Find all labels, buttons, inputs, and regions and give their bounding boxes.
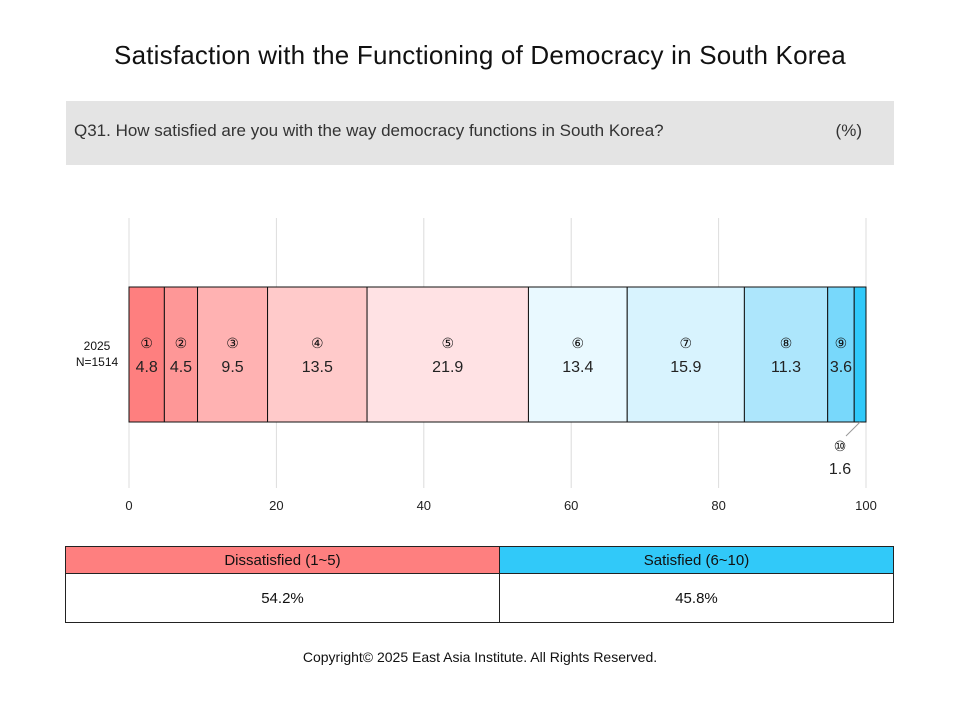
segment-value-9: 3.6 — [830, 359, 852, 376]
question-banner: Q31. How satisfied are you with the way … — [66, 101, 894, 165]
segment-value-6: 13.4 — [562, 359, 593, 376]
copyright-footer: Copyright© 2025 East Asia Institute. All… — [302, 649, 658, 665]
bar-segment-8 — [743, 286, 829, 423]
segment-value-3: 9.5 — [221, 359, 243, 376]
x-tick-label: 20 — [269, 498, 283, 513]
bar-segment-2 — [163, 286, 199, 423]
x-tick-label: 100 — [855, 498, 877, 513]
segment-number-6: ⑥ — [572, 335, 585, 351]
segment-value-1: 4.8 — [136, 359, 158, 376]
segment-value-2: 4.5 — [170, 359, 192, 376]
bar-segment-6 — [527, 286, 628, 423]
summary-table: Dissatisfied (1~5) Satisfied (6~10) 54.2… — [65, 546, 894, 623]
segment-number-2: ② — [175, 335, 188, 351]
bar-segment-7 — [626, 286, 745, 423]
dissatisfied-header: Dissatisfied (1~5) — [65, 546, 500, 574]
segment-number-7: ⑦ — [680, 335, 693, 351]
bar-segment-4 — [267, 286, 368, 423]
bar-segment-5 — [366, 286, 529, 423]
segment-value-5: 21.9 — [432, 359, 463, 376]
segment-value-10: 1.6 — [829, 461, 851, 478]
satisfied-value: 45.8% — [499, 573, 894, 623]
x-tick-label: 0 — [125, 498, 132, 513]
segment-number-8: ⑧ — [780, 335, 793, 351]
bar-segment-9 — [827, 286, 855, 423]
x-tick-label: 40 — [417, 498, 431, 513]
segment-number-1: ① — [140, 335, 153, 351]
satisfied-header: Satisfied (6~10) — [499, 546, 894, 574]
segment-value-4: 13.5 — [302, 359, 333, 376]
question-text: Q31. How satisfied are you with the way … — [74, 121, 664, 140]
segment-value-8: 11.3 — [771, 359, 801, 376]
x-tick-label: 60 — [564, 498, 578, 513]
segment-number-4: ④ — [311, 335, 324, 351]
callout-line-10 — [845, 421, 861, 437]
segment-number-3: ③ — [226, 335, 239, 351]
segment-value-7: 15.9 — [670, 359, 701, 376]
bar-segment-10 — [853, 286, 867, 423]
chart-title: Satisfaction with the Functioning of Dem… — [114, 40, 846, 70]
bar-segment-1 — [128, 286, 165, 423]
segment-number-10: ⑩ — [834, 438, 847, 454]
row-label-sample: N=1514 — [76, 355, 119, 369]
x-tick-labels: 0 20 40 60 80 100 — [125, 498, 876, 513]
segment-labels: ① 4.8 ② 4.5 ③ 9.5 ④ 13.5 ⑤ 21.9 ⑥ 13.4 ⑦ 15.9 ⑧ 11.3 ⑨ 3.… — [136, 335, 861, 478]
unit-label: (%) — [835, 121, 862, 140]
bar-segments — [128, 286, 867, 423]
segment-number-9: ⑨ — [835, 335, 848, 351]
dissatisfied-value: 54.2% — [65, 573, 500, 623]
stacked-bar-chart: ① 4.8 ② 4.5 ③ 9.5 ④ 13.5 ⑤ 21.9 ⑥ 13.4 ⑦ 15.9 ⑧ 11.3 ⑨ 3.… — [76, 218, 877, 513]
segment-number-5: ⑤ — [441, 335, 454, 351]
bar-segment-3 — [197, 286, 269, 423]
x-tick-label: 80 — [711, 498, 725, 513]
row-label-year: 2025 — [84, 339, 111, 353]
